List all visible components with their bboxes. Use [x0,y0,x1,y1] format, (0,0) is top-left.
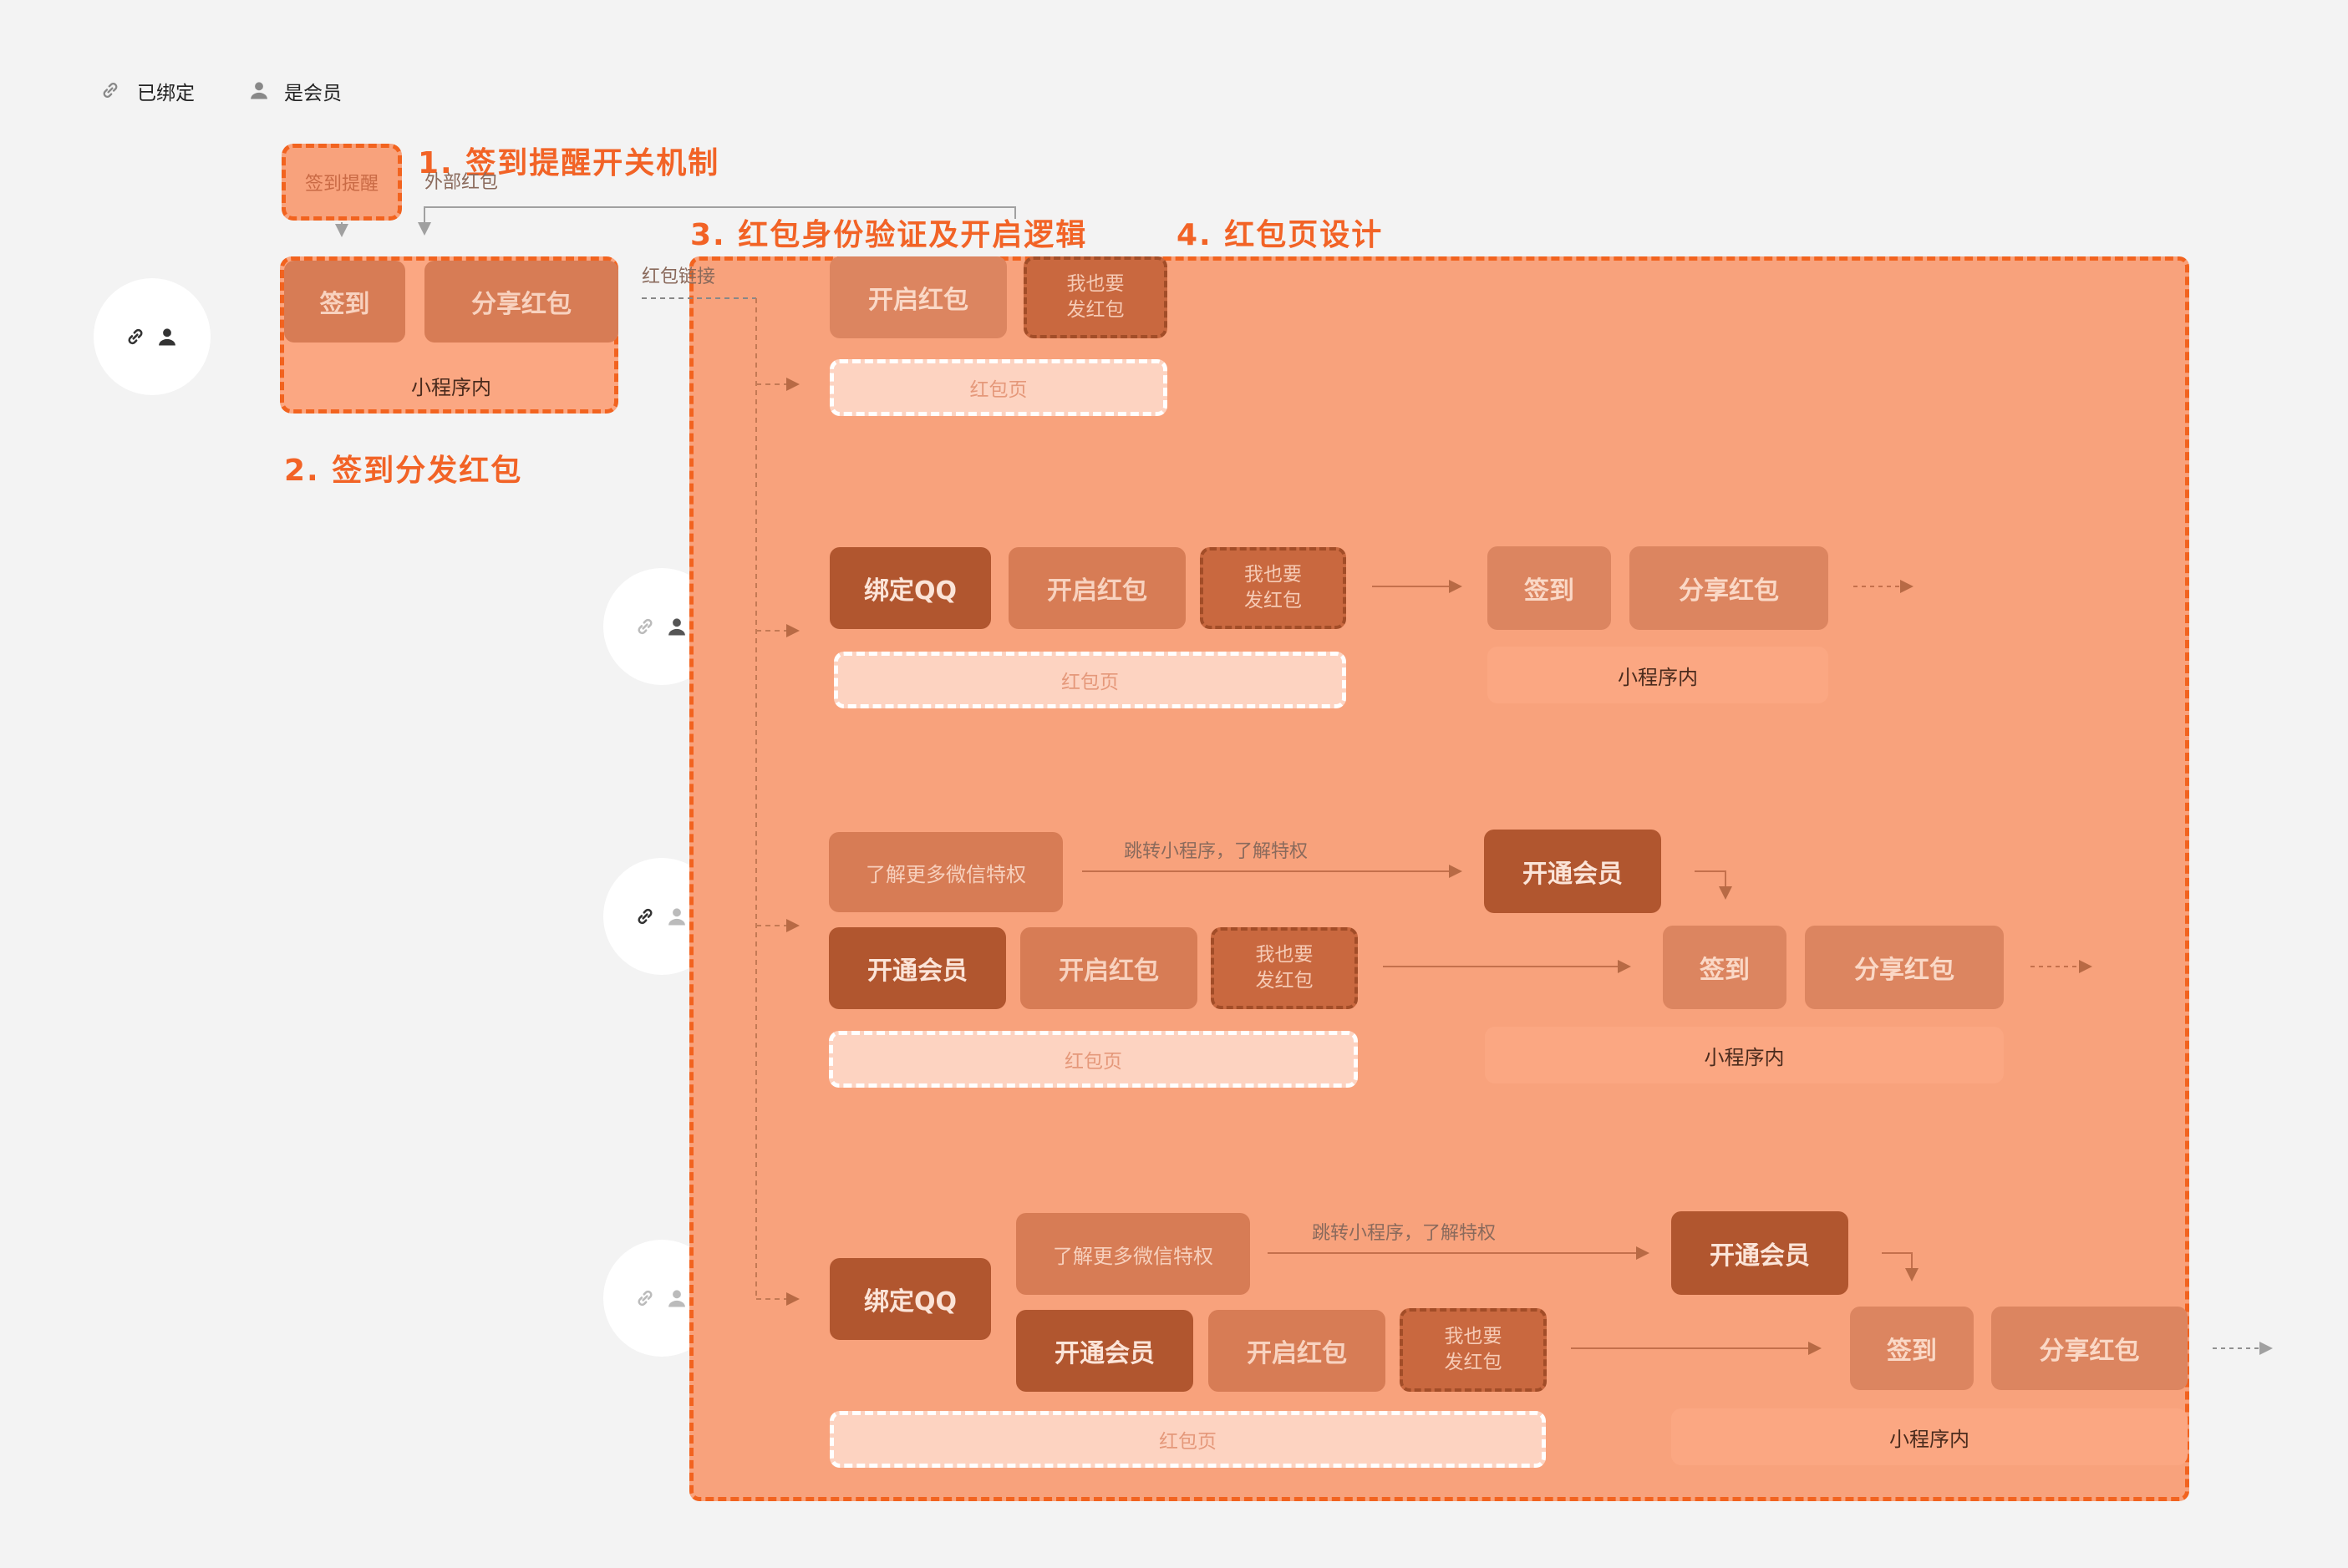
redpack-page-box: 红包页 [830,359,1167,416]
me-too-line2: 发红包 [1255,970,1314,992]
me-too-line2: 发红包 [1066,299,1125,321]
open-redpack-button[interactable]: 开启红包 [1020,927,1197,1009]
share-redpack-button[interactable]: 分享红包 [424,261,618,343]
learn-more-wechat-privileges[interactable]: 了解更多微信特权 [1016,1213,1250,1295]
heading-reminder-mechanism: 1. 签到提醒开关机制 [418,146,720,180]
redpack-page-box: 红包页 [829,1031,1358,1088]
person-icon [665,615,689,642]
learn-more-wechat-privileges[interactable]: 了解更多微信特权 [829,832,1063,912]
me-too-line1: 我也要 [1066,272,1125,295]
redpack-page-box: 红包页 [830,1411,1546,1468]
me-too-line1: 我也要 [1444,1325,1502,1347]
miniapp-checkin-group: 签到 分享红包 小程序内 [280,256,618,414]
redpack-link-caption: 红包链接 [642,266,716,287]
open-member-button[interactable]: 开通会员 [1484,830,1661,913]
checkin-reminder-toggle[interactable]: 签到提醒 [282,144,402,221]
me-too-send-button[interactable]: 我也要 发红包 [1200,547,1346,629]
me-too-send-button[interactable]: 我也要 发红包 [1024,256,1167,338]
heading-redpack-page-design: 4. 红包页设计 [1177,218,1384,252]
open-redpack-button[interactable]: 开启红包 [1208,1310,1385,1392]
me-too-send-button[interactable]: 我也要 发红包 [1400,1308,1547,1392]
me-too-line2: 发红包 [1244,590,1302,611]
jump-miniapp-caption: 跳转小程序，了解特权 [1124,841,1309,862]
me-too-line2: 发红包 [1444,1352,1502,1373]
link-icon [124,325,147,352]
legend-member-label: 是会员 [284,83,342,104]
jump-miniapp-caption: 跳转小程序，了解特权 [1312,1223,1497,1244]
person-icon [247,79,271,105]
miniapp-inside-label: 小程序内 [411,375,491,399]
share-redpack-button[interactable]: 分享红包 [1805,926,2004,1009]
checkin-button[interactable]: 签到 [1850,1307,1974,1390]
me-too-send-button[interactable]: 我也要 发红包 [1211,927,1358,1009]
user-avatar-bound-member [94,278,211,395]
link-icon [99,79,122,105]
bind-qq-button[interactable]: 绑定QQ [830,1258,991,1340]
open-member-button[interactable]: 开通会员 [1016,1310,1193,1392]
legend-bound-label: 已绑定 [137,83,195,104]
open-member-button[interactable]: 开通会员 [1671,1211,1848,1295]
open-redpack-button[interactable]: 开启红包 [1009,547,1186,629]
miniapp-inside-label: 小程序内 [1671,1408,2188,1465]
heading-identity-verification: 3. 红包身份验证及开启逻辑 [690,218,1088,252]
me-too-line1: 我也要 [1255,943,1314,966]
open-member-button[interactable]: 开通会员 [829,927,1006,1009]
checkin-reminder-label: 签到提醒 [304,174,379,195]
external-redpack-caption: 外部红包 [424,172,499,193]
share-redpack-button[interactable]: 分享红包 [1991,1307,2188,1390]
legend: 已绑定 是会员 [99,74,374,107]
miniapp-inside-label: 小程序内 [1485,1027,2004,1083]
heading-checkin-distribute: 2. 签到分发红包 [284,454,523,488]
checkin-button[interactable]: 签到 [1663,926,1786,1009]
miniapp-inside-label: 小程序内 [1487,647,1828,703]
person-icon [155,325,179,352]
person-icon [665,905,689,931]
checkin-button[interactable]: 签到 [1487,546,1611,630]
me-too-line1: 我也要 [1244,563,1302,586]
checkin-button[interactable]: 签到 [284,261,405,343]
redpack-page-box: 红包页 [834,652,1346,708]
share-redpack-button[interactable]: 分享红包 [1629,546,1828,630]
open-redpack-button[interactable]: 开启红包 [830,256,1007,338]
bind-qq-button[interactable]: 绑定QQ [830,547,991,629]
person-icon [665,1286,689,1313]
link-icon [633,1286,657,1313]
link-icon [633,615,657,642]
link-icon [633,905,657,931]
